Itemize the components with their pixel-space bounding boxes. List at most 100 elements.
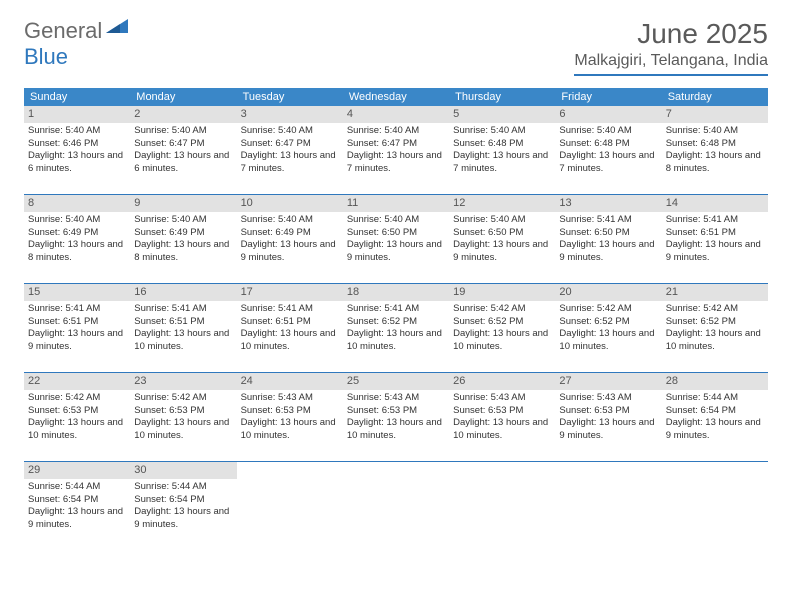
day-number: 11 — [343, 195, 449, 212]
day-cell: 4Sunrise: 5:40 AMSunset: 6:47 PMDaylight… — [343, 106, 449, 184]
weeks-container: 1Sunrise: 5:40 AMSunset: 6:46 PMDaylight… — [24, 106, 768, 540]
sunset-line: Sunset: 6:47 PM — [134, 138, 234, 151]
sunrise-line: Sunrise: 5:40 AM — [453, 214, 553, 227]
week-row: 22Sunrise: 5:42 AMSunset: 6:53 PMDayligh… — [24, 372, 768, 451]
weekday-header-row: SundayMondayTuesdayWednesdayThursdayFrid… — [24, 88, 768, 106]
day-number: 28 — [662, 373, 768, 390]
daylight-line: Daylight: 13 hours and 9 minutes. — [28, 506, 128, 532]
weekday-header: Wednesday — [343, 88, 449, 106]
day-number: 22 — [24, 373, 130, 390]
daylight-line: Daylight: 13 hours and 9 minutes. — [559, 239, 659, 265]
logo-triangle-icon — [106, 19, 128, 38]
day-number: 3 — [237, 106, 343, 123]
sunset-line: Sunset: 6:48 PM — [666, 138, 766, 151]
sunset-line: Sunset: 6:53 PM — [559, 405, 659, 418]
calendar: SundayMondayTuesdayWednesdayThursdayFrid… — [24, 88, 768, 540]
logo-text-blue: Blue — [24, 44, 68, 69]
day-cell — [662, 462, 768, 540]
sunset-line: Sunset: 6:53 PM — [347, 405, 447, 418]
sunset-line: Sunset: 6:54 PM — [666, 405, 766, 418]
sunrise-line: Sunrise: 5:43 AM — [453, 392, 553, 405]
daylight-line: Daylight: 13 hours and 8 minutes. — [134, 239, 234, 265]
sunrise-line: Sunrise: 5:42 AM — [559, 303, 659, 316]
daylight-line: Daylight: 13 hours and 9 minutes. — [241, 239, 341, 265]
day-cell: 26Sunrise: 5:43 AMSunset: 6:53 PMDayligh… — [449, 373, 555, 451]
sunset-line: Sunset: 6:54 PM — [28, 494, 128, 507]
daylight-line: Daylight: 13 hours and 9 minutes. — [559, 417, 659, 443]
weekday-header: Thursday — [449, 88, 555, 106]
day-number: 19 — [449, 284, 555, 301]
weekday-header: Sunday — [24, 88, 130, 106]
sunset-line: Sunset: 6:47 PM — [241, 138, 341, 151]
day-number: 23 — [130, 373, 236, 390]
daylight-line: Daylight: 13 hours and 10 minutes. — [347, 328, 447, 354]
sunrise-line: Sunrise: 5:40 AM — [134, 125, 234, 138]
month-title: June 2025 — [574, 18, 768, 50]
sunset-line: Sunset: 6:53 PM — [134, 405, 234, 418]
sunrise-line: Sunrise: 5:42 AM — [134, 392, 234, 405]
day-cell: 22Sunrise: 5:42 AMSunset: 6:53 PMDayligh… — [24, 373, 130, 451]
day-cell: 12Sunrise: 5:40 AMSunset: 6:50 PMDayligh… — [449, 195, 555, 273]
daylight-line: Daylight: 13 hours and 10 minutes. — [28, 417, 128, 443]
day-number: 21 — [662, 284, 768, 301]
sunrise-line: Sunrise: 5:40 AM — [134, 214, 234, 227]
daylight-line: Daylight: 13 hours and 9 minutes. — [347, 239, 447, 265]
location-text: Malkajgiri, Telangana, India — [574, 52, 768, 76]
daylight-line: Daylight: 13 hours and 10 minutes. — [241, 328, 341, 354]
sunrise-line: Sunrise: 5:40 AM — [559, 125, 659, 138]
day-cell: 20Sunrise: 5:42 AMSunset: 6:52 PMDayligh… — [555, 284, 661, 362]
day-number: 24 — [237, 373, 343, 390]
day-cell: 15Sunrise: 5:41 AMSunset: 6:51 PMDayligh… — [24, 284, 130, 362]
sunrise-line: Sunrise: 5:43 AM — [559, 392, 659, 405]
sunrise-line: Sunrise: 5:44 AM — [28, 481, 128, 494]
day-cell: 2Sunrise: 5:40 AMSunset: 6:47 PMDaylight… — [130, 106, 236, 184]
day-cell: 8Sunrise: 5:40 AMSunset: 6:49 PMDaylight… — [24, 195, 130, 273]
sunset-line: Sunset: 6:51 PM — [28, 316, 128, 329]
sunrise-line: Sunrise: 5:43 AM — [347, 392, 447, 405]
sunset-line: Sunset: 6:51 PM — [666, 227, 766, 240]
title-block: June 2025 Malkajgiri, Telangana, India — [574, 18, 768, 76]
day-number: 13 — [555, 195, 661, 212]
sunrise-line: Sunrise: 5:42 AM — [28, 392, 128, 405]
day-cell: 24Sunrise: 5:43 AMSunset: 6:53 PMDayligh… — [237, 373, 343, 451]
day-number: 12 — [449, 195, 555, 212]
sunrise-line: Sunrise: 5:42 AM — [666, 303, 766, 316]
day-cell: 3Sunrise: 5:40 AMSunset: 6:47 PMDaylight… — [237, 106, 343, 184]
daylight-line: Daylight: 13 hours and 9 minutes. — [666, 417, 766, 443]
week-row: 29Sunrise: 5:44 AMSunset: 6:54 PMDayligh… — [24, 461, 768, 540]
day-number: 2 — [130, 106, 236, 123]
weekday-header: Saturday — [662, 88, 768, 106]
day-number: 16 — [130, 284, 236, 301]
day-number: 1 — [24, 106, 130, 123]
sunset-line: Sunset: 6:52 PM — [666, 316, 766, 329]
sunset-line: Sunset: 6:50 PM — [347, 227, 447, 240]
sunrise-line: Sunrise: 5:40 AM — [241, 125, 341, 138]
day-number: 6 — [555, 106, 661, 123]
sunrise-line: Sunrise: 5:41 AM — [666, 214, 766, 227]
sunrise-line: Sunrise: 5:41 AM — [28, 303, 128, 316]
day-cell: 13Sunrise: 5:41 AMSunset: 6:50 PMDayligh… — [555, 195, 661, 273]
day-number: 27 — [555, 373, 661, 390]
day-cell: 30Sunrise: 5:44 AMSunset: 6:54 PMDayligh… — [130, 462, 236, 540]
day-number: 5 — [449, 106, 555, 123]
weekday-header: Tuesday — [237, 88, 343, 106]
sunrise-line: Sunrise: 5:41 AM — [241, 303, 341, 316]
sunrise-line: Sunrise: 5:40 AM — [241, 214, 341, 227]
sunset-line: Sunset: 6:53 PM — [241, 405, 341, 418]
logo-text-blue-wrap: Blue — [24, 44, 68, 70]
daylight-line: Daylight: 13 hours and 10 minutes. — [666, 328, 766, 354]
day-cell — [237, 462, 343, 540]
daylight-line: Daylight: 13 hours and 10 minutes. — [134, 417, 234, 443]
sunrise-line: Sunrise: 5:42 AM — [453, 303, 553, 316]
sunrise-line: Sunrise: 5:41 AM — [134, 303, 234, 316]
daylight-line: Daylight: 13 hours and 7 minutes. — [559, 150, 659, 176]
daylight-line: Daylight: 13 hours and 6 minutes. — [28, 150, 128, 176]
sunset-line: Sunset: 6:50 PM — [453, 227, 553, 240]
sunrise-line: Sunrise: 5:43 AM — [241, 392, 341, 405]
day-number: 17 — [237, 284, 343, 301]
sunset-line: Sunset: 6:51 PM — [241, 316, 341, 329]
sunset-line: Sunset: 6:51 PM — [134, 316, 234, 329]
day-number: 30 — [130, 462, 236, 479]
day-number: 25 — [343, 373, 449, 390]
day-cell: 19Sunrise: 5:42 AMSunset: 6:52 PMDayligh… — [449, 284, 555, 362]
